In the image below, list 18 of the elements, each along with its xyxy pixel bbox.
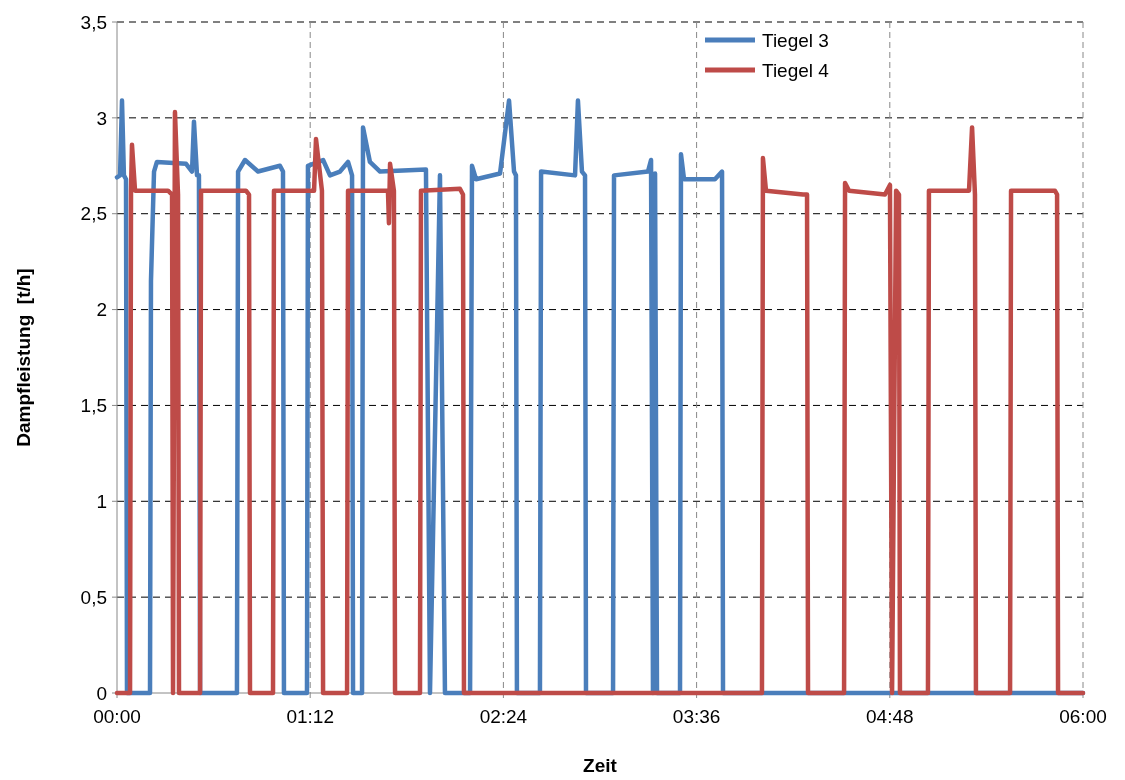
y-tick-label: 1 <box>96 490 107 512</box>
x-tick-label: 04:48 <box>866 706 914 727</box>
x-axis-title: Zeit <box>583 755 618 776</box>
y-tick-label: 3,5 <box>80 11 107 33</box>
y-tick-label: 3 <box>96 107 107 129</box>
y-tick-label: 0 <box>96 682 107 704</box>
x-tick-label: 06:00 <box>1059 706 1107 727</box>
y-tick-label: 2 <box>96 299 107 321</box>
y-tick-label: 1,5 <box>80 395 107 417</box>
x-tick-label: 03:36 <box>672 706 721 727</box>
legend-label: Tiegel 3 <box>762 29 829 51</box>
y-tick-label: 2,5 <box>80 203 107 225</box>
x-tick-label: 01:12 <box>286 706 334 727</box>
y-tick-label: 0,5 <box>80 586 107 608</box>
y-axis-title: Dampfleistung [t/h] <box>13 268 34 447</box>
legend-label: Tiegel 4 <box>762 59 830 81</box>
x-tick-label: 02:24 <box>479 706 528 727</box>
x-tick-label: 00:00 <box>93 706 141 727</box>
